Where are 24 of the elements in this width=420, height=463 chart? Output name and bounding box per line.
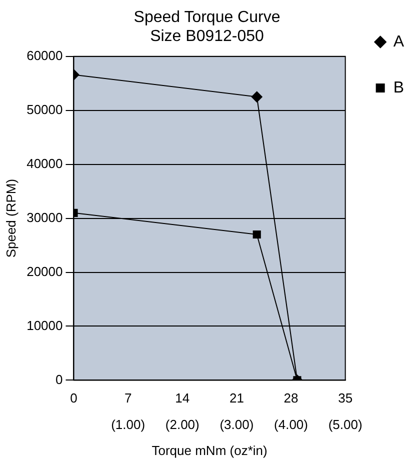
- y-tick-label: 40000: [26, 156, 63, 171]
- y-axis-title: Speed (RPM): [3, 178, 18, 258]
- y-tick-label: 50000: [26, 102, 63, 117]
- x2-tick-label: (4.00): [274, 417, 308, 432]
- x2-tick-label: (5.00): [328, 417, 362, 432]
- x2-tick-label: (3.00): [220, 417, 254, 432]
- legend-label: A: [393, 33, 404, 50]
- x-tick-label: 21: [229, 390, 244, 406]
- x2-tick-label: (1.00): [111, 417, 146, 432]
- x-tick-label: 14: [175, 390, 190, 406]
- y-tick-label: 0: [56, 372, 63, 387]
- x-tick-label: 35: [338, 390, 353, 406]
- chart-subtitle: Size B0912-050: [150, 28, 264, 46]
- x-tick-label: 28: [284, 390, 298, 406]
- y-tick-label: 20000: [26, 264, 63, 279]
- y-tick-label: 30000: [26, 210, 63, 225]
- x-tick-label: 7: [124, 390, 132, 406]
- y-tick-label: 10000: [26, 318, 63, 333]
- x2-tick-label: (2.00): [165, 417, 200, 432]
- legend-label: B: [393, 79, 404, 96]
- y-tick-label: 60000: [26, 48, 63, 63]
- x-axis-title: Torque mNm (oz*in): [152, 442, 268, 458]
- chart-title: Speed Torque Curve: [134, 9, 280, 26]
- x-tick-label: 0: [70, 390, 78, 406]
